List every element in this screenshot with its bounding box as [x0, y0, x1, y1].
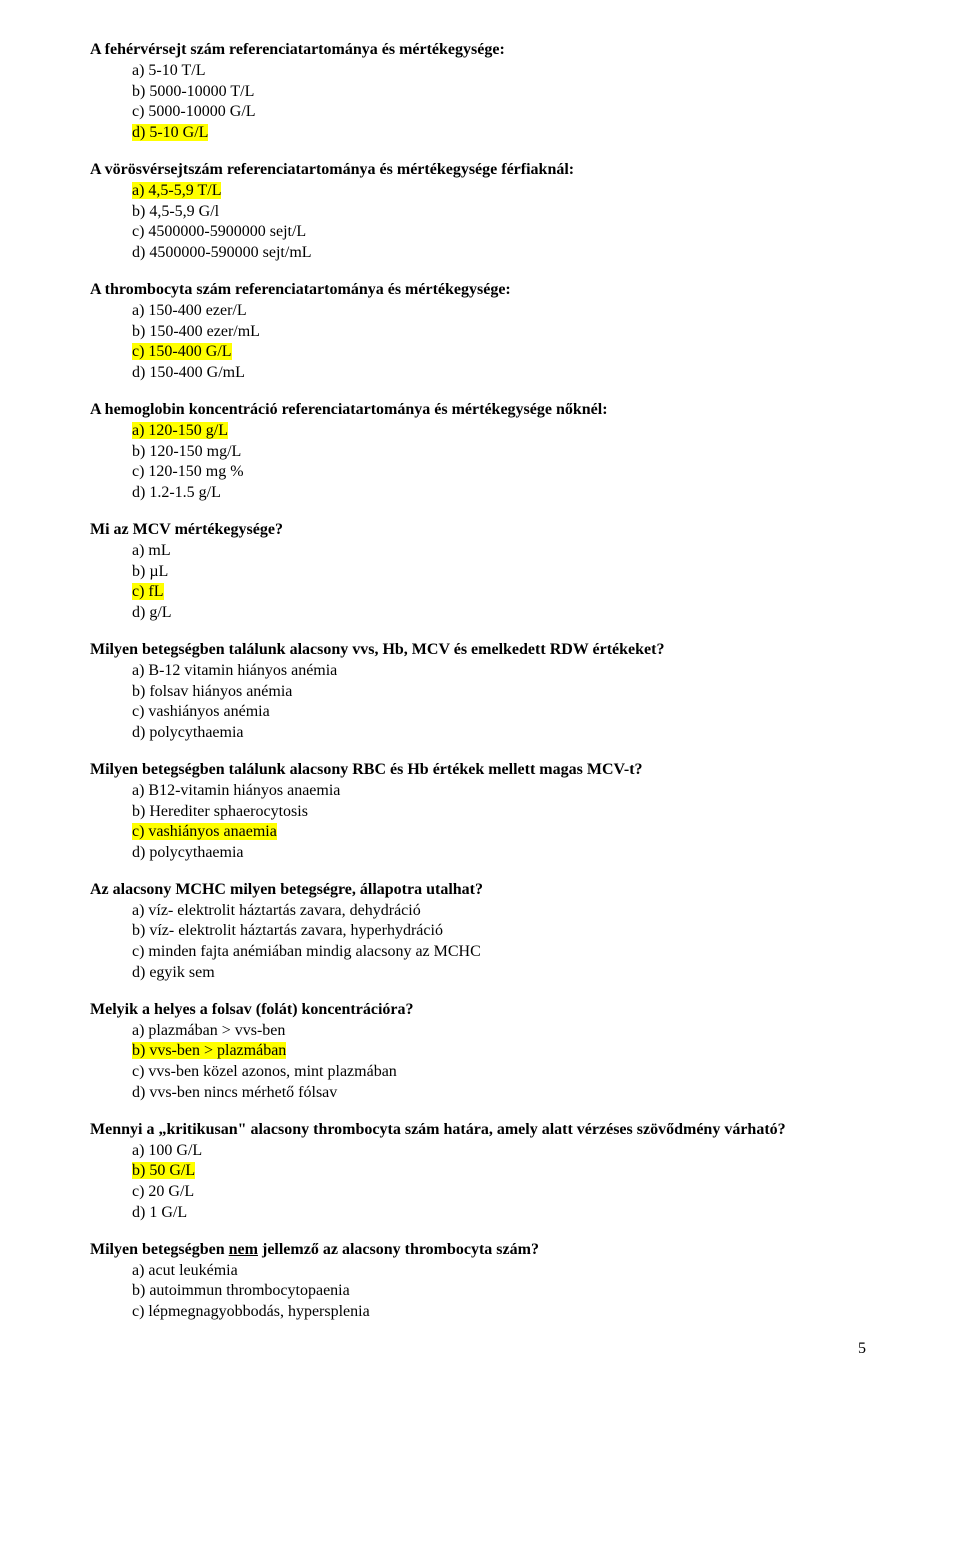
- options-list: a) plazmában > vvs-benb) vvs-ben > plazm…: [90, 1021, 870, 1104]
- option-item: c) lépmegnagyobbodás, hypersplenia: [132, 1302, 870, 1323]
- option-item: d) 150-400 G/mL: [132, 363, 870, 384]
- option-item: b) 150-400 ezer/mL: [132, 322, 870, 343]
- options-list: a) 100 G/Lb) 50 G/Lc) 20 G/Ld) 1 G/L: [90, 1141, 870, 1224]
- option-item: a) mL: [132, 541, 870, 562]
- option-item: b) µL: [132, 562, 870, 583]
- options-list: a) víz- elektrolit háztartás zavara, deh…: [90, 901, 870, 984]
- question-title: Milyen betegségben találunk alacsony RBC…: [90, 760, 870, 781]
- option-item: b) víz- elektrolit háztartás zavara, hyp…: [132, 921, 870, 942]
- question-title: Milyen betegségben találunk alacsony vvs…: [90, 640, 870, 661]
- option-item: d) egyik sem: [132, 963, 870, 984]
- option-item: b) autoimmun thrombocytopaenia: [132, 1281, 870, 1302]
- question-title: Milyen betegségben nem jellemző az alacs…: [90, 1240, 870, 1261]
- option-item: d) 5-10 G/L: [132, 123, 870, 144]
- option-item: a) 5-10 T/L: [132, 61, 870, 82]
- option-item: d) polycythaemia: [132, 843, 870, 864]
- option-item: a) B-12 vitamin hiányos anémia: [132, 661, 870, 682]
- question-block: Milyen betegségben találunk alacsony vvs…: [90, 640, 870, 744]
- option-item: a) B12-vitamin hiányos anaemia: [132, 781, 870, 802]
- options-list: a) B12-vitamin hiányos anaemiab) Heredit…: [90, 781, 870, 864]
- option-item: d) g/L: [132, 603, 870, 624]
- question-title: Az alacsony MCHC milyen betegségre, álla…: [90, 880, 870, 901]
- question-block: A thrombocyta szám referenciatartománya …: [90, 280, 870, 384]
- option-item: b) 5000-10000 T/L: [132, 82, 870, 103]
- option-item: c) 5000-10000 G/L: [132, 102, 870, 123]
- option-item: d) vvs-ben nincs mérhető fólsav: [132, 1083, 870, 1104]
- question-title: A hemoglobin koncentráció referenciatart…: [90, 400, 870, 421]
- option-item: d) 4500000-590000 sejt/mL: [132, 243, 870, 264]
- question-block: A hemoglobin koncentráció referenciatart…: [90, 400, 870, 504]
- option-item: b) folsav hiányos anémia: [132, 682, 870, 703]
- option-item: c) minden fajta anémiában mindig alacson…: [132, 942, 870, 963]
- question-title: A vörösvérsejtszám referenciatartománya …: [90, 160, 870, 181]
- option-item: c) 150-400 G/L: [132, 342, 870, 363]
- options-list: a) 4,5-5,9 T/Lb) 4,5-5,9 G/lc) 4500000-5…: [90, 181, 870, 264]
- question-title: Mennyi a „kritikusan" alacsony thrombocy…: [90, 1120, 870, 1141]
- question-block: Milyen betegségben nem jellemző az alacs…: [90, 1240, 870, 1323]
- option-item: c) vvs-ben közel azonos, mint plazmában: [132, 1062, 870, 1083]
- document-body: A fehérvérsejt szám referenciatartománya…: [90, 40, 870, 1323]
- options-list: a) 5-10 T/Lb) 5000-10000 T/Lc) 5000-1000…: [90, 61, 870, 144]
- options-list: a) B-12 vitamin hiányos anémiab) folsav …: [90, 661, 870, 744]
- option-item: c) vashiányos anaemia: [132, 822, 870, 843]
- question-title: Mi az MCV mértékegysége?: [90, 520, 870, 541]
- option-item: a) 120-150 g/L: [132, 421, 870, 442]
- options-list: a) 120-150 g/Lb) 120-150 mg/Lc) 120-150 …: [90, 421, 870, 504]
- option-item: c) 120-150 mg %: [132, 462, 870, 483]
- option-item: c) 4500000-5900000 sejt/L: [132, 222, 870, 243]
- option-item: b) 4,5-5,9 G/l: [132, 202, 870, 223]
- question-block: Az alacsony MCHC milyen betegségre, álla…: [90, 880, 870, 984]
- option-item: a) víz- elektrolit háztartás zavara, deh…: [132, 901, 870, 922]
- question-block: Mi az MCV mértékegysége?a) mLb) µLc) fLd…: [90, 520, 870, 624]
- page-number: 5: [90, 1339, 870, 1360]
- option-item: c) vashiányos anémia: [132, 702, 870, 723]
- question-block: Melyik a helyes a folsav (folát) koncent…: [90, 1000, 870, 1104]
- options-list: a) acut leukémiab) autoimmun thrombocyto…: [90, 1261, 870, 1323]
- options-list: a) mLb) µLc) fLd) g/L: [90, 541, 870, 624]
- option-item: d) 1.2-1.5 g/L: [132, 483, 870, 504]
- question-block: A vörösvérsejtszám referenciatartománya …: [90, 160, 870, 264]
- option-item: c) fL: [132, 582, 870, 603]
- option-item: a) plazmában > vvs-ben: [132, 1021, 870, 1042]
- option-item: a) 4,5-5,9 T/L: [132, 181, 870, 202]
- question-title: Melyik a helyes a folsav (folát) koncent…: [90, 1000, 870, 1021]
- option-item: c) 20 G/L: [132, 1182, 870, 1203]
- option-item: a) 100 G/L: [132, 1141, 870, 1162]
- option-item: a) acut leukémia: [132, 1261, 870, 1282]
- option-item: b) vvs-ben > plazmában: [132, 1041, 870, 1062]
- option-item: b) Herediter sphaerocytosis: [132, 802, 870, 823]
- question-block: A fehérvérsejt szám referenciatartománya…: [90, 40, 870, 144]
- option-item: d) 1 G/L: [132, 1203, 870, 1224]
- question-title: A fehérvérsejt szám referenciatartománya…: [90, 40, 870, 61]
- option-item: a) 150-400 ezer/L: [132, 301, 870, 322]
- question-title: A thrombocyta szám referenciatartománya …: [90, 280, 870, 301]
- options-list: a) 150-400 ezer/Lb) 150-400 ezer/mLc) 15…: [90, 301, 870, 384]
- option-item: d) polycythaemia: [132, 723, 870, 744]
- option-item: b) 50 G/L: [132, 1161, 870, 1182]
- question-block: Mennyi a „kritikusan" alacsony thrombocy…: [90, 1120, 870, 1224]
- option-item: b) 120-150 mg/L: [132, 442, 870, 463]
- question-block: Milyen betegségben találunk alacsony RBC…: [90, 760, 870, 864]
